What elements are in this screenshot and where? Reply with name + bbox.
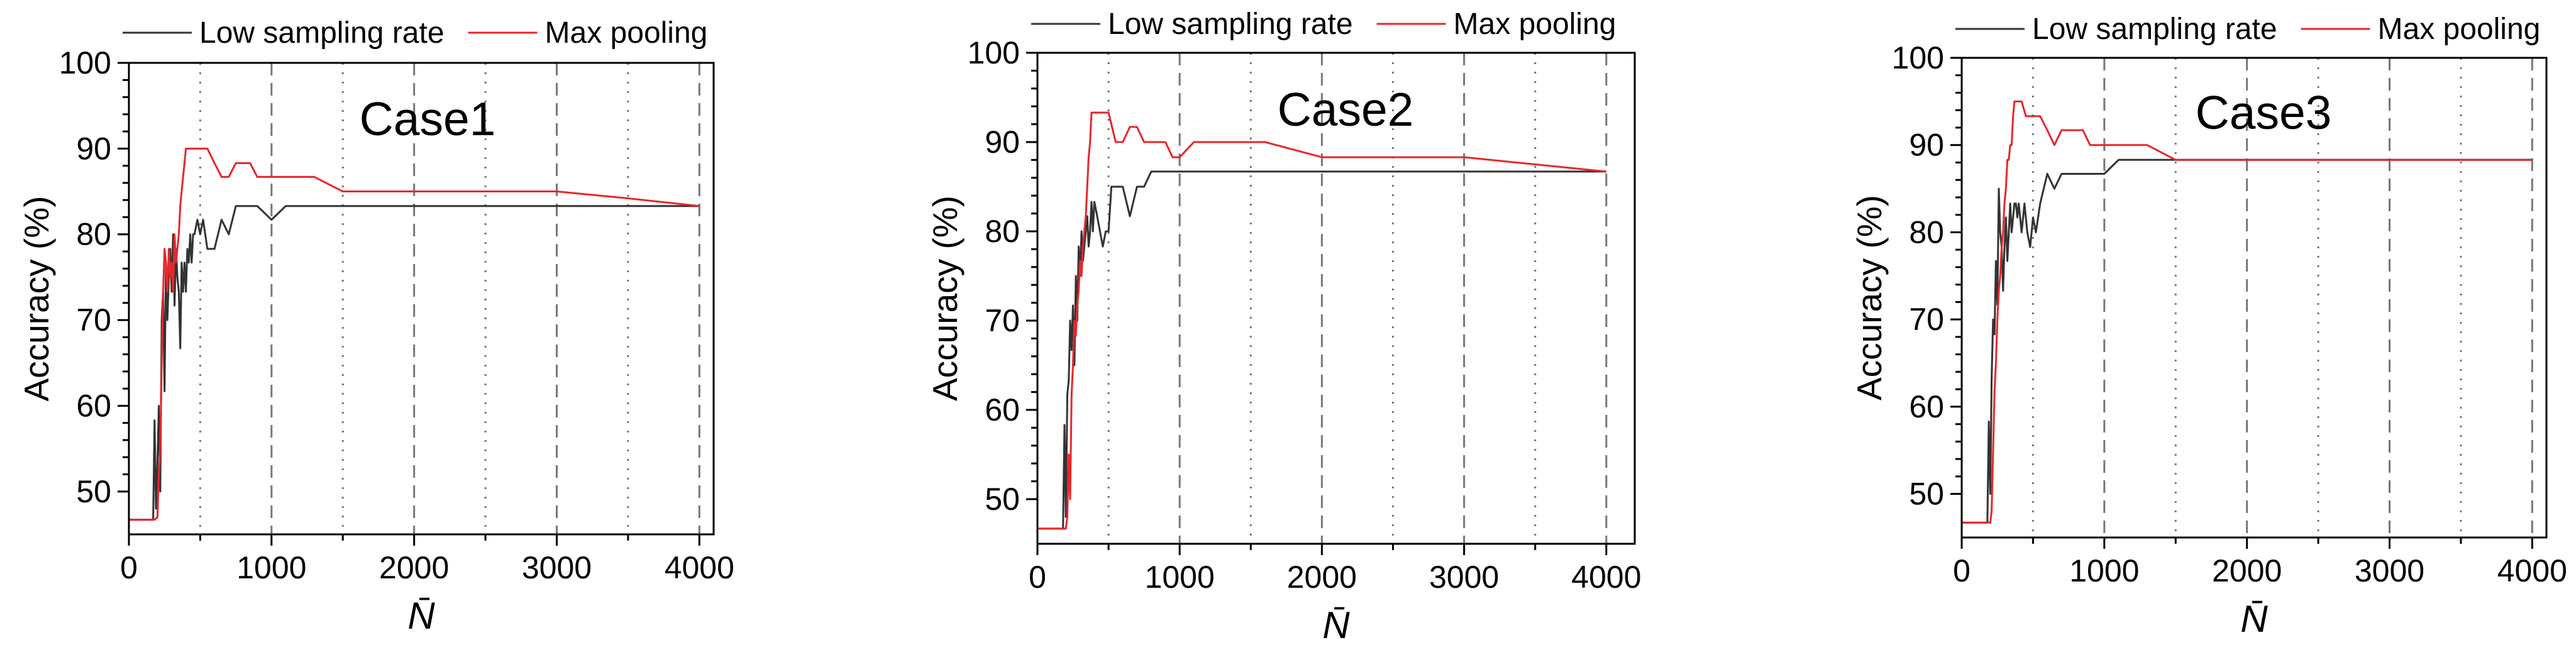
series-line-max-pooling — [1962, 100, 2533, 524]
axes-frame — [1036, 52, 1636, 545]
x-tick-label: 4000 — [1571, 560, 1641, 595]
x-tick-label: 3000 — [1429, 560, 1499, 595]
y-tick-label: 90 — [76, 131, 111, 166]
x-tick-label: 3000 — [522, 550, 592, 585]
y-axis-label: Accuracy (%) — [1850, 195, 1889, 400]
x-tick-label: 0 — [120, 550, 138, 585]
legend-label-max-pooling: Max pooling — [2378, 13, 2541, 46]
y-tick-label: 90 — [985, 124, 1020, 160]
y-axis-label: Accuracy (%) — [17, 196, 56, 402]
panel-1: 0 1000 2000 3000 4000 50 60 70 80 90 100 Accuracy (… — [17, 16, 734, 637]
y-tick-label: 100 — [968, 35, 1020, 70]
series-line-low-sampling-rate — [1037, 170, 1606, 530]
y-tick-label: 50 — [1909, 477, 1944, 512]
x-axis-label: N̄ — [1322, 604, 1350, 645]
y-tick-label: 70 — [985, 303, 1020, 338]
y-tick-label: 70 — [76, 302, 111, 338]
chart-title: Case2 — [1278, 83, 1414, 136]
series-line-low-sampling-rate — [1962, 158, 2533, 524]
series-line-max-pooling — [1037, 111, 1606, 530]
y-tick-label: 70 — [1909, 302, 1944, 337]
axes-frame — [1960, 57, 2548, 539]
y-tick-label: 50 — [985, 482, 1020, 517]
y-tick-label: 80 — [1909, 214, 1944, 250]
legend-label-low-sampling-rate: Low sampling rate — [1108, 8, 1353, 41]
y-tick-label: 100 — [59, 45, 111, 80]
panel-3: 0 1000 2000 3000 4000 50 60 70 80 90 100 Accuracy (… — [1850, 13, 2567, 640]
y-tick-label: 80 — [76, 217, 111, 252]
x-axis-label: N̄ — [407, 595, 435, 637]
axes-frame — [128, 62, 715, 536]
x-tick-label: 2000 — [1287, 560, 1357, 595]
y-tick-label: 60 — [1909, 389, 1944, 424]
x-axis-label: N̄ — [2240, 598, 2268, 640]
x-tick-label: 2000 — [2212, 553, 2282, 588]
x-tick-label: 1000 — [236, 550, 306, 585]
x-tick-label: 1000 — [1145, 560, 1215, 595]
y-tick-label: 90 — [1909, 128, 1944, 163]
series-line-low-sampling-rate — [129, 205, 700, 521]
y-tick-label: 80 — [985, 214, 1020, 249]
x-tick-label: 0 — [1029, 560, 1046, 595]
legend-label-low-sampling-rate: Low sampling rate — [2032, 13, 2277, 46]
x-tick-label: 1000 — [2069, 553, 2139, 588]
chart-title: Case3 — [2196, 86, 2332, 139]
y-axis-label: Accuracy (%) — [926, 196, 965, 401]
legend-label-low-sampling-rate: Low sampling rate — [199, 16, 445, 50]
legend-label-max-pooling: Max pooling — [545, 16, 708, 50]
panel-2: 0 1000 2000 3000 4000 50 60 70 80 90 100 Accuracy (… — [926, 8, 1641, 645]
x-tick-label: 3000 — [2355, 553, 2424, 588]
x-tick-label: 0 — [1953, 553, 1971, 588]
y-tick-label: 60 — [985, 392, 1020, 427]
chart-title: Case1 — [360, 92, 496, 145]
x-tick-label: 2000 — [379, 550, 449, 585]
series-line-max-pooling — [129, 147, 700, 521]
y-tick-label: 60 — [76, 388, 111, 423]
y-tick-label: 100 — [1892, 40, 1944, 75]
x-tick-label: 4000 — [665, 550, 734, 585]
x-tick-label: 4000 — [2497, 553, 2567, 588]
legend-label-max-pooling: Max pooling — [1454, 8, 1617, 41]
y-tick-label: 50 — [76, 474, 111, 509]
